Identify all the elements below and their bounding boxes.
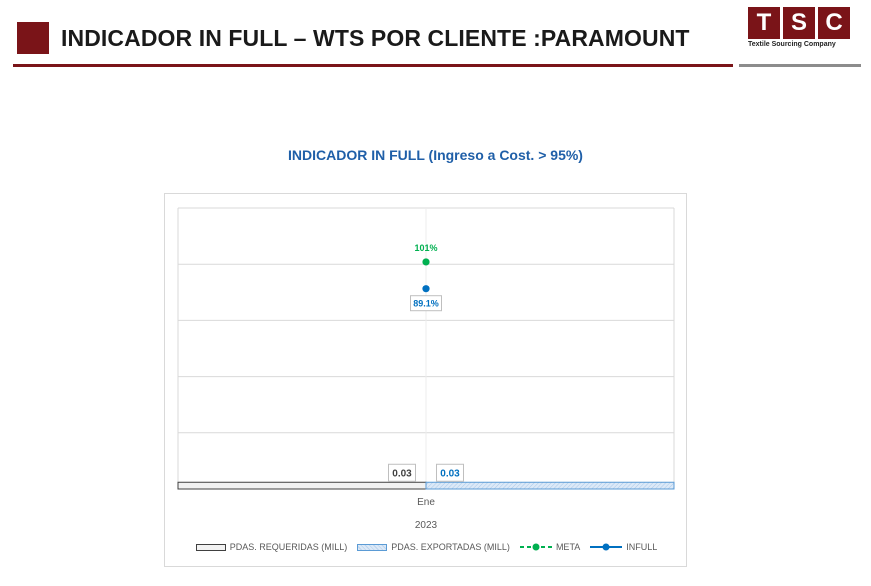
data-label-requeridas: 0.03 bbox=[392, 468, 412, 479]
logo-underline bbox=[739, 64, 861, 67]
legend-swatch-requeridas bbox=[195, 543, 226, 551]
x-group-label: 2023 bbox=[415, 520, 438, 531]
title-accent-square bbox=[17, 22, 49, 54]
data-label-box-infull bbox=[410, 295, 442, 312]
logo-letter-c: C bbox=[818, 7, 850, 39]
data-label-exportadas: 0.03 bbox=[440, 468, 460, 479]
legend-label-requeridas: PDAS. REQUERIDAS (MILL) bbox=[229, 542, 348, 552]
chart-plot: Ene 2023 0.03 0.03 101% 89.1% bbox=[177, 207, 675, 531]
data-label-box-requeridas bbox=[388, 463, 416, 482]
x-tick-label: Ene bbox=[417, 497, 435, 508]
logo-tagline: Textile Sourcing Company bbox=[748, 41, 836, 48]
legend-item-meta: META bbox=[519, 542, 581, 552]
point-infull bbox=[422, 285, 430, 293]
legend-swatch-infull bbox=[590, 543, 623, 551]
chart-title: INDICADOR IN FULL (Ingreso a Cost. > 95%… bbox=[288, 147, 583, 163]
legend-swatch-exportadas bbox=[357, 543, 388, 551]
chart-legend: PDAS. REQUERIDAS (MILL) PDAS. EXPORTADAS… bbox=[165, 542, 688, 552]
data-label-box-exportadas bbox=[436, 463, 464, 482]
chart-container: Ene 2023 0.03 0.03 101% 89.1% PDAS. REQUERIDA… bbox=[164, 193, 687, 567]
bar-requeridas bbox=[177, 481, 427, 490]
company-logo: T S C Textile Sourcing Company bbox=[748, 7, 851, 48]
legend-label-meta: META bbox=[555, 542, 581, 552]
title-underline bbox=[13, 64, 733, 67]
legend-swatch-meta bbox=[519, 543, 552, 551]
legend-item-requeridas: PDAS. REQUERIDAS (MILL) bbox=[195, 542, 348, 552]
bar-exportadas bbox=[425, 481, 675, 490]
point-meta bbox=[422, 258, 430, 266]
logo-letter-t: T bbox=[748, 7, 780, 39]
logo-letter-s: S bbox=[783, 7, 815, 39]
legend-label-exportadas: PDAS. EXPORTADAS (MILL) bbox=[391, 542, 510, 552]
page-title: INDICADOR IN FULL – WTS POR CLIENTE :PAR… bbox=[61, 25, 690, 51]
data-label-infull: 89.1% bbox=[413, 299, 439, 309]
legend-item-exportadas: PDAS. EXPORTADAS (MILL) bbox=[357, 542, 510, 552]
data-label-meta: 101% bbox=[414, 243, 437, 253]
legend-label-infull: INFULL bbox=[626, 542, 658, 552]
legend-item-infull: INFULL bbox=[590, 542, 657, 552]
